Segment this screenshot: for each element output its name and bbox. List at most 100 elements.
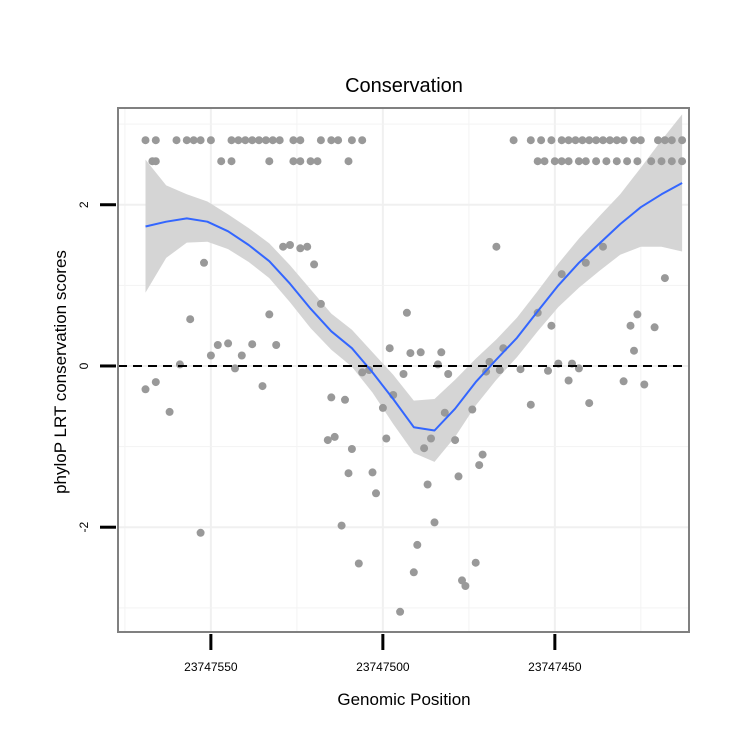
data-point: [327, 136, 336, 145]
data-point: [141, 136, 150, 145]
data-point: [396, 607, 405, 616]
data-point: [347, 136, 356, 145]
data-point: [409, 568, 418, 577]
data-point: [526, 400, 535, 409]
data-point: [255, 136, 263, 145]
data-point: [248, 136, 257, 145]
data-point: [354, 559, 363, 568]
data-point: [547, 321, 556, 330]
data-point: [544, 366, 552, 375]
data-point: [206, 136, 215, 145]
data-point: [213, 341, 222, 349]
data-point: [468, 405, 477, 414]
data-point: [289, 136, 298, 145]
chart-title: Conservation: [345, 75, 463, 97]
data-point: [224, 339, 233, 348]
data-point: [420, 444, 429, 453]
data-point: [316, 136, 325, 145]
data-point: [196, 136, 205, 145]
data-point: [286, 241, 294, 249]
data-point: [471, 558, 480, 567]
data-point: [492, 242, 501, 251]
data-point: [182, 136, 191, 145]
data-point: [296, 157, 305, 166]
data-point: [423, 480, 432, 489]
data-point: [241, 136, 250, 145]
data-point: [571, 136, 580, 145]
data-points: [141, 136, 687, 616]
data-point: [303, 242, 312, 251]
data-point: [557, 157, 566, 166]
data-point: [427, 434, 435, 443]
data-point: [440, 408, 449, 417]
data-point: [151, 136, 160, 145]
data-point: [200, 258, 208, 267]
data-point: [475, 461, 484, 470]
data-point: [265, 157, 274, 166]
data-point: [358, 368, 367, 377]
data-point: [372, 489, 380, 498]
data-point: [151, 378, 160, 387]
data-point: [327, 393, 336, 402]
plot-panel-border: [117, 107, 690, 633]
data-point: [279, 242, 288, 251]
y-tick-label: 2: [77, 201, 91, 208]
data-point: [406, 349, 415, 358]
data-point: [227, 136, 236, 145]
data-point: [344, 157, 353, 166]
confidence-band: [145, 114, 683, 462]
data-point: [619, 136, 628, 145]
data-point: [231, 364, 239, 373]
data-point: [509, 136, 518, 145]
data-point: [578, 136, 587, 145]
data-point: [141, 385, 150, 394]
data-point: [454, 472, 463, 481]
data-point: [289, 157, 298, 166]
data-point: [537, 136, 546, 145]
smooth-line: [145, 182, 683, 432]
data-point: [310, 260, 319, 269]
x-axis-title: Genomic Position: [337, 690, 470, 709]
data-point: [437, 348, 446, 357]
data-point: [265, 310, 274, 319]
data-point: [268, 136, 277, 145]
x-tick-label: 23747450: [528, 660, 582, 674]
data-point: [557, 136, 566, 145]
data-point: [399, 370, 408, 378]
data-point: [296, 136, 305, 145]
data-point: [619, 377, 628, 386]
data-point: [599, 242, 607, 251]
data-point: [378, 403, 387, 412]
data-point: [330, 432, 339, 441]
data-point: [323, 436, 332, 445]
data-point: [592, 157, 601, 166]
data-point: [347, 445, 356, 453]
data-point: [633, 157, 642, 166]
data-point: [272, 341, 281, 349]
data-point: [612, 157, 621, 166]
data-point: [592, 136, 601, 145]
data-point: [630, 346, 638, 355]
data-point: [237, 351, 246, 360]
data-point: [316, 299, 325, 308]
data-point: [585, 399, 594, 408]
data-point: [189, 136, 198, 145]
data-point: [165, 407, 174, 416]
data-point: [516, 365, 525, 374]
data-point: [402, 308, 411, 317]
data-point: [495, 366, 504, 374]
data-point: [261, 136, 270, 145]
data-point: [275, 136, 284, 145]
data-point: [678, 136, 687, 145]
data-point: [196, 528, 205, 537]
data-point: [657, 157, 666, 166]
y-tick-label: -2: [77, 522, 91, 533]
data-point: [660, 136, 669, 145]
data-point: [234, 136, 243, 145]
smooth-line-group: [145, 182, 683, 432]
data-point: [478, 450, 487, 459]
data-point: [217, 157, 226, 166]
data-point: [382, 434, 391, 443]
data-point: [533, 157, 542, 166]
data-point: [258, 382, 267, 391]
